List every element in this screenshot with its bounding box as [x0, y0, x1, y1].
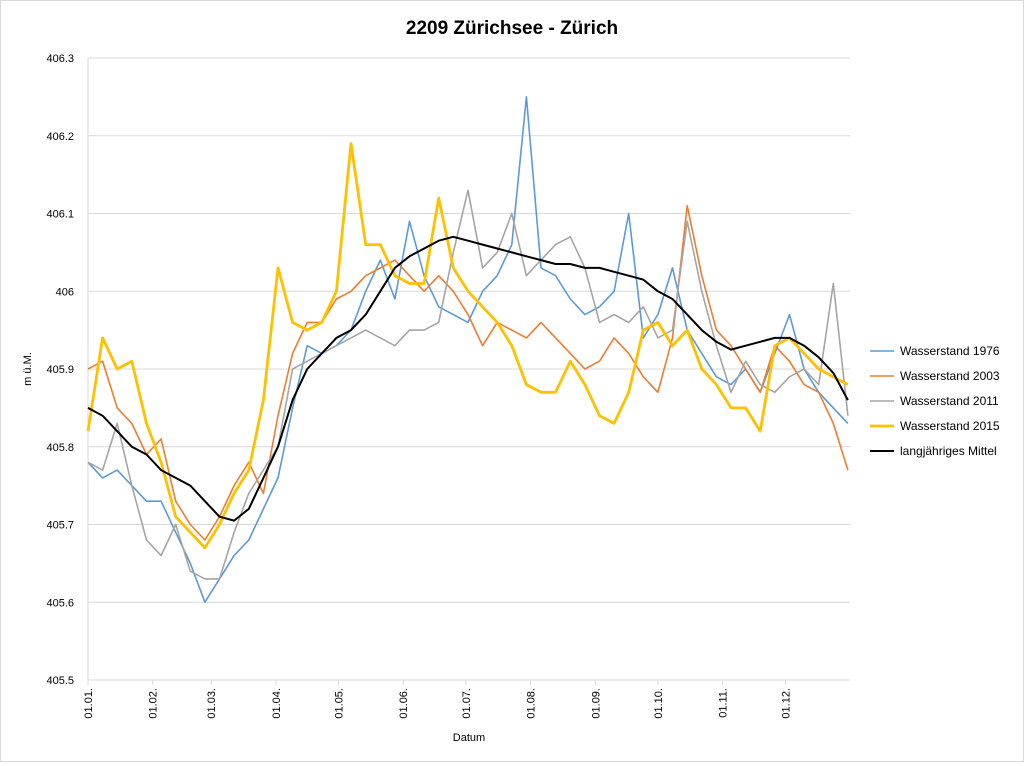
x-axis-ticks: 01.01. 01.02. 01.03. 01.04. 01.05. 01.06. 01.0…: [83, 688, 792, 719]
legend-label: langjähriges Mittel: [900, 444, 997, 458]
legend-label: Wasserstand 2011: [900, 394, 999, 408]
series-line-2: [87, 189, 849, 580]
legend-label: Wasserstand 2003: [900, 369, 1000, 383]
x-tick-label: 01.01.: [83, 688, 95, 719]
x-tick-label: 01.04.: [271, 688, 283, 719]
series-line-1: [87, 204, 849, 541]
x-tick-label: 01.11.: [718, 688, 730, 718]
x-tick-label: 01.02.: [148, 688, 160, 719]
y-axis-ticks: 405.5 405.6 405.7 405.8 405.9 406 406.1 406.2 40…: [46, 53, 74, 687]
y-tick-label: 406.1: [46, 209, 74, 221]
series-lines: [86, 96, 849, 604]
y-axis-label: m ü.M.: [22, 352, 34, 386]
x-tick-label: 01.12.: [780, 688, 792, 719]
series-line-4: [87, 235, 849, 522]
y-tick-label: 406.3: [46, 53, 74, 65]
x-tick-label: 01.09.: [590, 688, 602, 719]
legend: Wasserstand 1976 Wasserstand 2003 Wasserst…: [870, 344, 1000, 458]
x-tick-label: 01.03.: [206, 688, 218, 719]
x-tick-label: 01.06.: [398, 688, 410, 719]
y-tick-label: 405.5: [46, 675, 74, 687]
y-tick-label: 406.2: [46, 131, 74, 143]
y-tick-label: 405.7: [46, 520, 74, 532]
series-line-3: [86, 142, 849, 550]
gridlines: [87, 57, 850, 685]
x-axis-label: Datum: [453, 732, 485, 744]
y-tick-label: 406: [56, 286, 74, 298]
y-tick-label: 405.8: [46, 442, 74, 454]
series-line-0: [87, 96, 849, 604]
y-tick-label: 405.6: [46, 597, 74, 609]
chart-title: 2209 Zürichsee - Zürich: [406, 18, 618, 39]
legend-label: Wasserstand 1976: [900, 344, 1000, 358]
legend-label: Wasserstand 2015: [900, 419, 1000, 433]
x-tick-label: 01.10.: [653, 688, 665, 719]
y-tick-label: 405.9: [46, 364, 74, 376]
x-tick-label: 01.05.: [334, 688, 346, 719]
x-tick-label: 01.08.: [526, 688, 538, 719]
x-tick-label: 01.07.: [461, 688, 473, 719]
